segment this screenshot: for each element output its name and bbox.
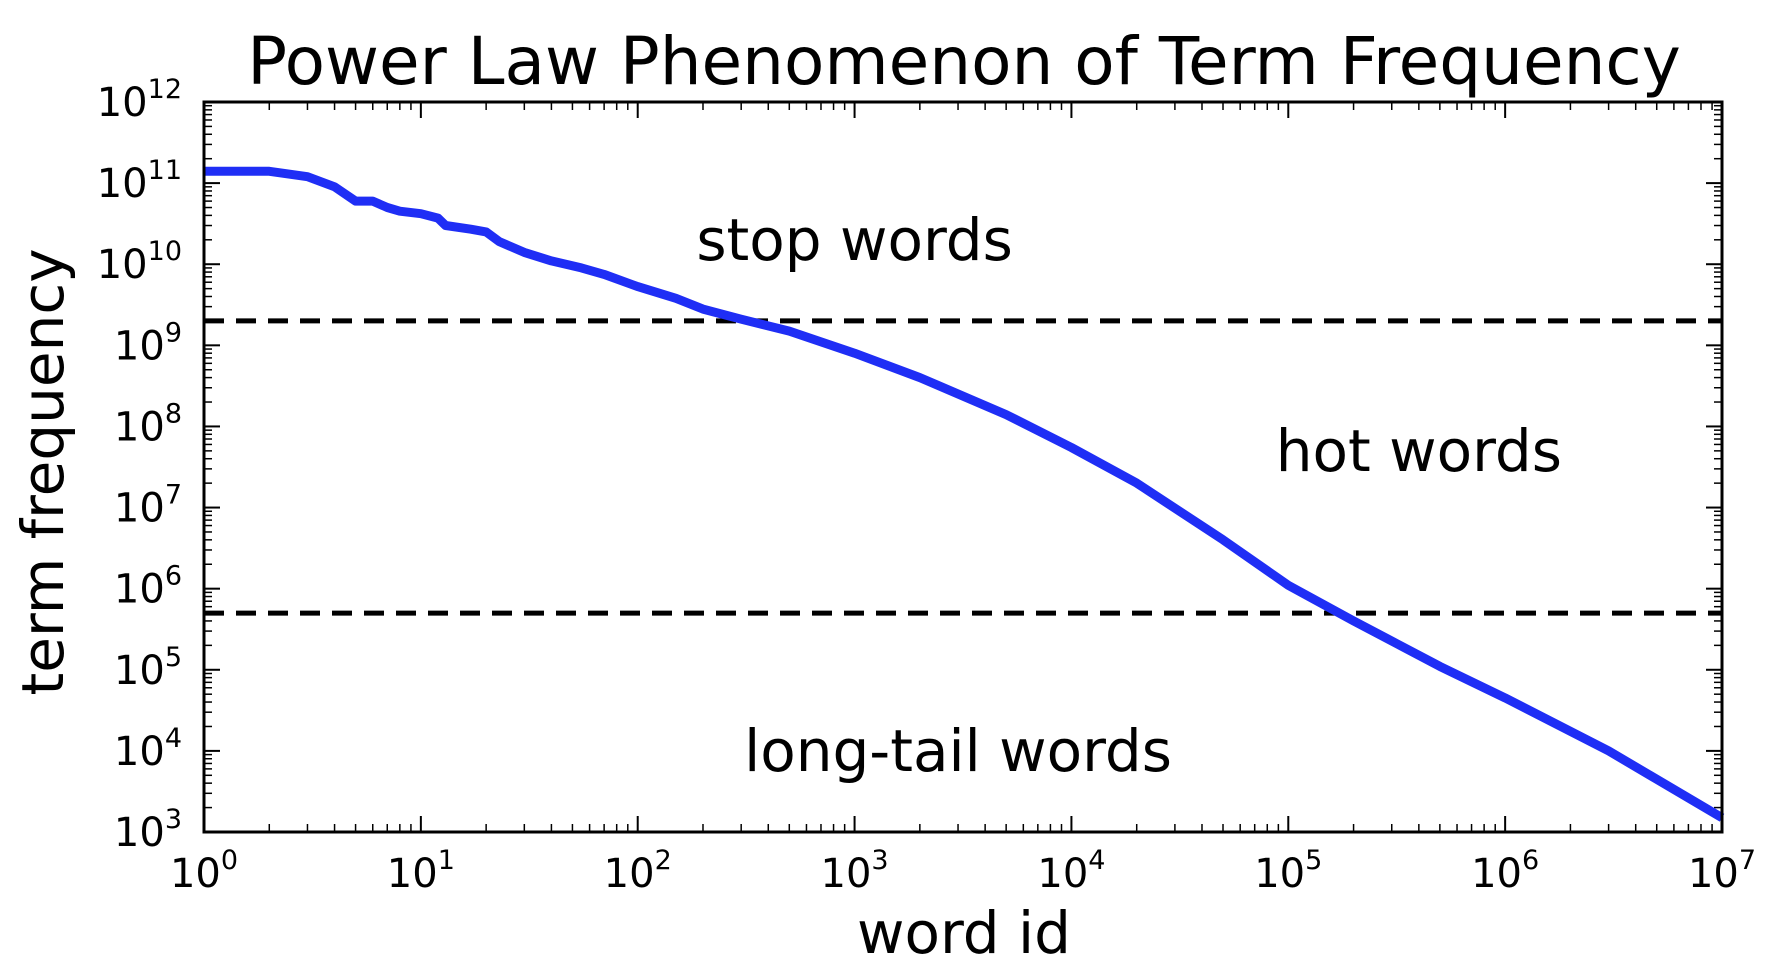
y-tick-label: 103 [114,804,182,856]
y-axis-label: term frequency [9,248,77,695]
x-tick-label: 101 [387,845,455,897]
y-tick-label: 1012 [97,74,182,126]
x-tick-label: 102 [604,845,672,897]
y-tick-label: 104 [114,723,182,775]
y-tick-label: 109 [114,317,182,369]
x-axis-label: word id [857,899,1071,964]
x-tick-label: 104 [1037,845,1105,897]
region-annotation: stop words [696,206,1012,274]
y-tick-label: 107 [114,480,182,532]
x-tick-label: 103 [821,845,889,897]
y-tick-label: 1011 [97,155,182,207]
plot-area: 100 101 102 103 104 105 106 107 103 104 105 106 107 1… [97,74,1756,897]
term-frequency-series [204,166,1725,822]
x-tick-label: 100 [170,845,238,897]
x-tick-label: 106 [1471,845,1539,897]
y-tick-label: 105 [114,642,182,694]
x-tick-label: 105 [1254,845,1322,897]
y-tick-label: 108 [114,398,182,450]
y-tick-label: 106 [114,561,182,613]
y-tick-label: 1010 [97,236,182,288]
axes-frame [202,100,1724,834]
chart-title: Power Law Phenomenon of Term Frequency [247,23,1681,100]
region-annotation: long-tail words [744,717,1172,785]
x-tick-label: 107 [1688,845,1756,897]
region-annotation: hot words [1276,417,1562,485]
